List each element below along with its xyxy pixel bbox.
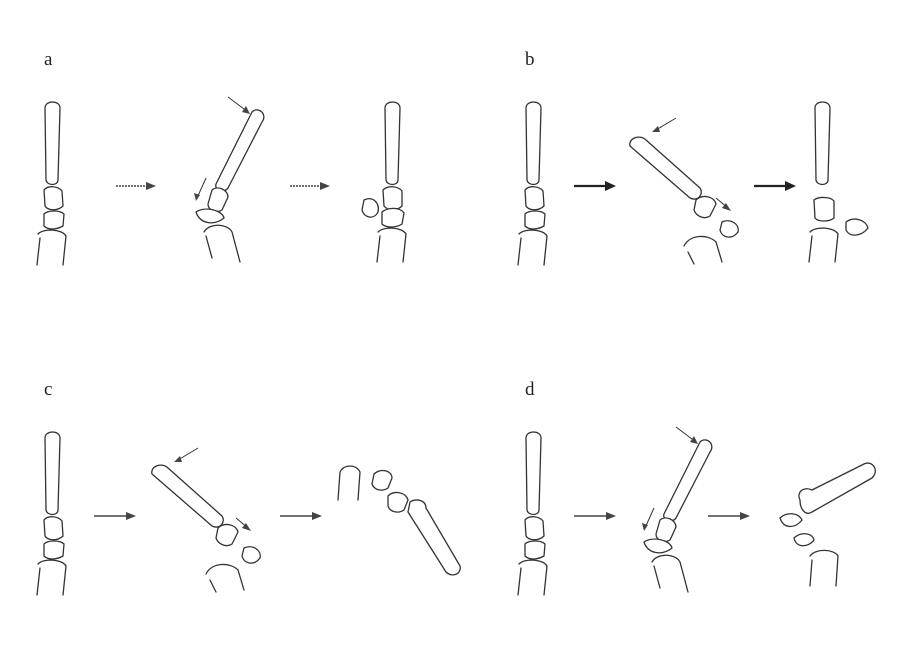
panel-b-step-1-joint [517, 101, 548, 266]
panel-a [36, 96, 407, 266]
panel-label-c: c [44, 379, 53, 400]
panel-label-a: a [44, 49, 53, 70]
panel-b-step-2-joint [629, 117, 739, 265]
panel-b-arrow-2 [754, 181, 796, 191]
panel-c-step-2-joint [151, 447, 261, 593]
panel-b-step-3-joint [808, 101, 869, 263]
panel-a-step-2-joint [194, 96, 265, 263]
panel-c-step-3-joint [337, 465, 461, 576]
panel-c-arrow-1 [94, 512, 136, 520]
panel-d-step-3-joint [779, 462, 876, 587]
panel-b [517, 101, 869, 266]
panel-a-arrow-1 [116, 182, 156, 190]
panel-d [517, 426, 876, 596]
panel-b-arrow-1 [574, 181, 616, 191]
panel-d-step-1-joint [517, 431, 548, 596]
panel-d-step-2-joint [642, 426, 713, 593]
panel-c-arrow-2 [280, 512, 322, 520]
panel-a-arrow-2 [290, 182, 330, 190]
panel-a-step-3-joint [361, 101, 407, 263]
panel-a-step-1-joint [36, 101, 67, 266]
panel-d-arrow-1 [574, 512, 616, 520]
panel-d-arrow-2 [708, 512, 750, 520]
panel-label-d: d [525, 379, 535, 400]
panel-c [36, 431, 461, 596]
panel-label-b: b [525, 49, 535, 70]
panel-c-step-1-joint [36, 431, 67, 596]
